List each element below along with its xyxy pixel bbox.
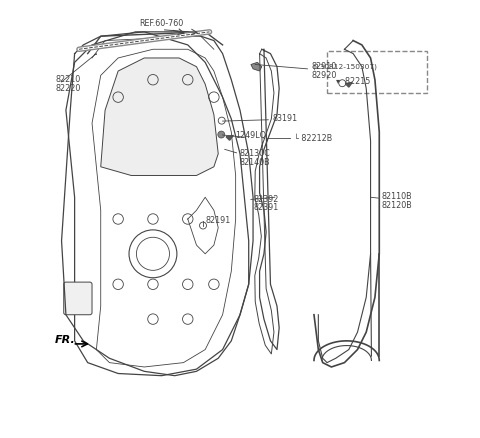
Text: 82130C: 82130C [240,149,271,158]
PathPatch shape [101,58,218,176]
Text: 82191: 82191 [205,216,230,226]
Circle shape [218,131,225,138]
Text: 82210: 82210 [55,75,80,84]
Polygon shape [345,82,352,87]
Text: (130812-150307): (130812-150307) [312,64,377,71]
Text: REF.60-760: REF.60-760 [140,18,184,28]
Text: └ 82212B: └ 82212B [294,134,333,143]
Text: 82391: 82391 [253,203,278,212]
Text: 82120B: 82120B [382,201,412,210]
Text: 82920: 82920 [312,71,337,80]
Text: 83191: 83191 [273,114,298,123]
Text: 82110B: 82110B [382,192,412,201]
Text: 82220: 82220 [55,84,81,92]
Text: 82140B: 82140B [240,158,271,166]
Text: ▾  82215: ▾ 82215 [336,77,371,86]
Text: 1249LQ: 1249LQ [235,131,266,140]
Text: 82392: 82392 [253,194,278,204]
Text: 82910: 82910 [312,62,337,71]
Bar [327,51,427,93]
Text: FR.: FR. [55,335,76,345]
Polygon shape [226,135,233,140]
FancyBboxPatch shape [64,282,92,315]
Polygon shape [251,62,262,71]
